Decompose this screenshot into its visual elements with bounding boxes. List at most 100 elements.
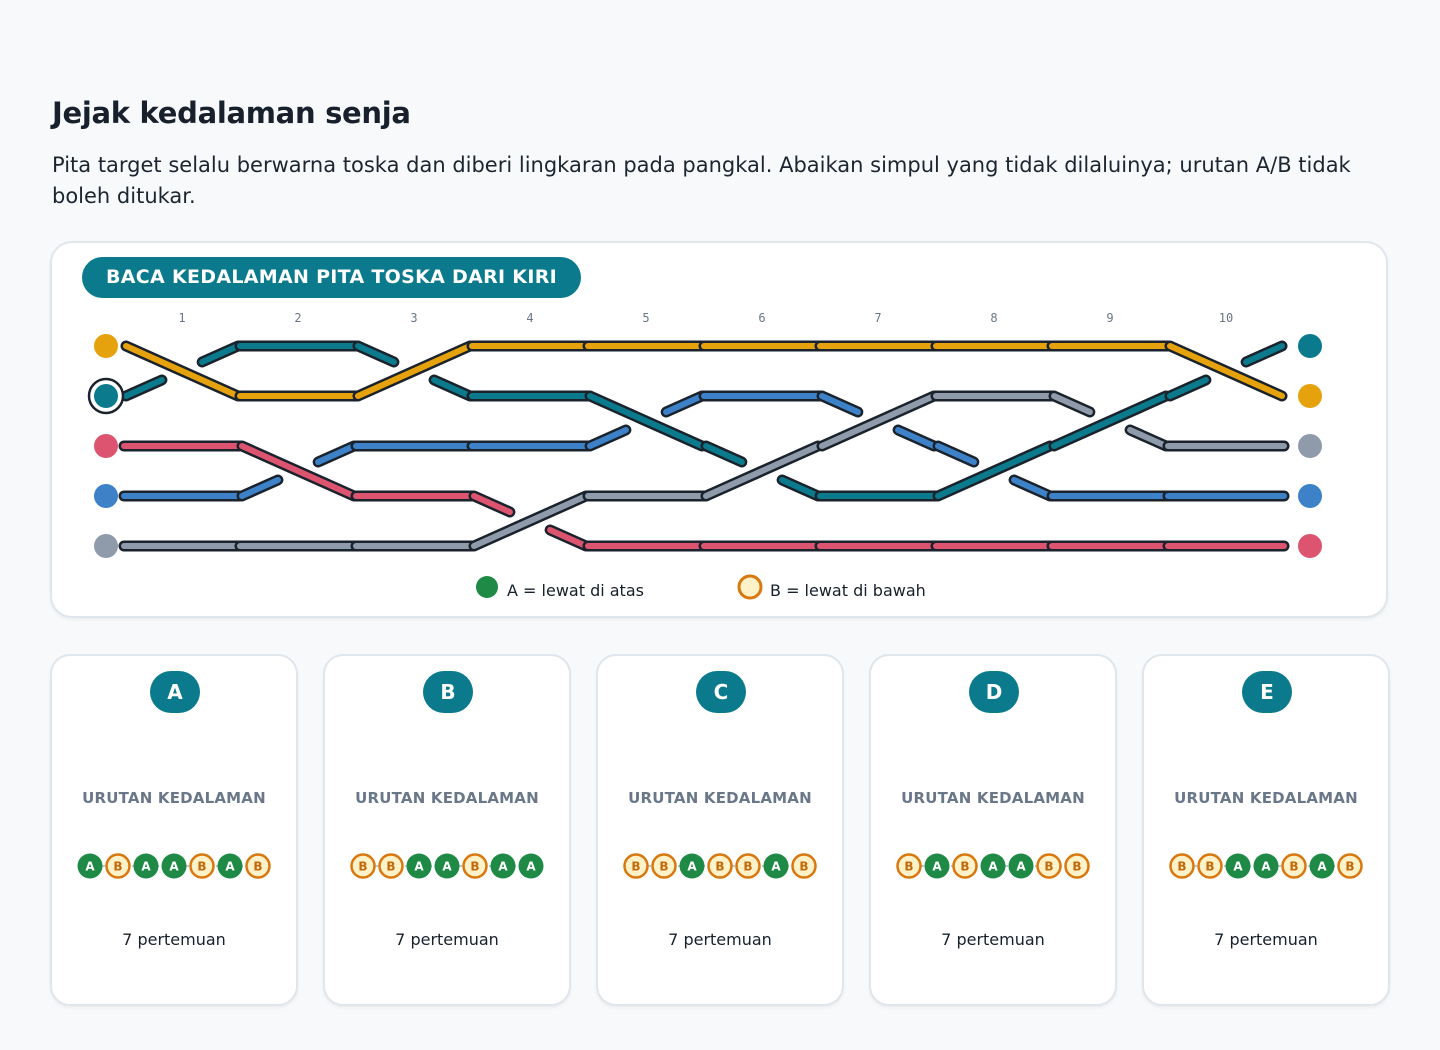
svg-text:B: B (715, 860, 724, 874)
ribbon-segment-pink (471, 493, 513, 516)
ribbon-segment-gray (819, 393, 937, 449)
ribbon-segment-gray (703, 443, 821, 499)
option-card-b[interactable]: B URUTAN KEDALAMAN B B A A B A A 7 pertemuan (323, 654, 571, 1006)
svg-text:B: B (904, 860, 913, 874)
depth-token-over: A (1008, 853, 1034, 879)
option-count: 7 pertemuan (122, 930, 226, 949)
column-label: 8 (990, 311, 997, 325)
option-card-d[interactable]: D URUTAN KEDALAMAN B A B A A B B 7 pertemuan (869, 654, 1117, 1006)
ribbon-end-blue (1298, 484, 1322, 508)
svg-text:A: A (1261, 860, 1271, 874)
ribbon-segment-orange (355, 343, 473, 399)
option-label: URUTAN KEDALAMAN (628, 789, 812, 807)
svg-text:B: B (1044, 860, 1053, 874)
svg-text:A: A (526, 860, 536, 874)
depth-token-under: B (350, 853, 376, 879)
svg-text:B: B (386, 860, 395, 874)
depth-token-over: A (434, 853, 460, 879)
legend-over-dot (476, 576, 498, 598)
option-card-a[interactable]: A URUTAN KEDALAMAN A B A A B A B 7 pertemuan (50, 654, 298, 1006)
option-count: 7 pertemuan (1214, 930, 1318, 949)
ribbon-segment-teal (431, 376, 473, 399)
depth-token-under: B (462, 853, 488, 879)
depth-token-over: A (406, 853, 432, 879)
ribbon-segment-teal (199, 343, 241, 366)
depth-token-under: B (791, 853, 817, 879)
depth-token-under: B (1036, 853, 1062, 879)
column-label: 6 (758, 311, 765, 325)
legend-under-text: B = lewat di bawah (770, 581, 926, 600)
ribbon-segment-pink (239, 443, 357, 499)
svg-text:B: B (799, 860, 808, 874)
depth-token-over: A (1309, 853, 1335, 879)
option-card-c[interactable]: C URUTAN KEDALAMAN B B A B B A B 7 pertemuan (596, 654, 844, 1006)
svg-text:B: B (1177, 860, 1186, 874)
ribbon-end-teal (1298, 334, 1322, 358)
svg-text:A: A (225, 860, 235, 874)
svg-text:B: B (1289, 860, 1298, 874)
ribbon-segment-teal (1051, 393, 1169, 449)
ribbon-segment-blue (895, 426, 937, 449)
depth-token-over: A (980, 853, 1006, 879)
svg-text:B: B (659, 860, 668, 874)
legend-under-dot (737, 574, 763, 600)
ribbon-segment-teal (935, 443, 1053, 499)
column-label: 3 (410, 311, 417, 325)
depth-token-over: A (679, 853, 705, 879)
ribbon-segment-blue (663, 393, 705, 416)
legend-over-text: A = lewat di atas (507, 581, 644, 600)
svg-text:A: A (988, 860, 998, 874)
column-label: 10 (1219, 311, 1233, 325)
depth-token-over: A (924, 853, 950, 879)
column-label: 9 (1106, 311, 1113, 325)
depth-token-under: B (1064, 853, 1090, 879)
svg-text:A: A (85, 860, 95, 874)
ribbon-segment-orange (123, 343, 241, 399)
option-label: URUTAN KEDALAMAN (355, 789, 539, 807)
ribbon-segment-blue (315, 443, 357, 466)
ribbon-start-teal (94, 384, 118, 408)
ribbon-segment-teal (587, 393, 705, 449)
ribbon-segment-teal (1167, 376, 1209, 399)
ribbon-segment-blue (587, 426, 629, 449)
ribbon-segment-teal (703, 443, 745, 466)
option-count: 7 pertemuan (941, 930, 1045, 949)
svg-text:B: B (743, 860, 752, 874)
depth-token-over: A (77, 853, 103, 879)
option-label: URUTAN KEDALAMAN (1174, 789, 1358, 807)
ribbon-segment-gray (471, 493, 589, 549)
svg-text:A: A (687, 860, 697, 874)
ribbon-end-orange (1298, 384, 1322, 408)
depth-token-over: A (1225, 853, 1251, 879)
ribbon-start-blue (94, 484, 118, 508)
option-card-e[interactable]: E URUTAN KEDALAMAN B B A A B A B 7 pertemuan (1142, 654, 1390, 1006)
depth-token-over: A (133, 853, 159, 879)
ribbon-segment-teal (355, 343, 397, 366)
depth-token-under: B (707, 853, 733, 879)
svg-text:B: B (1205, 860, 1214, 874)
ribbon-start-pink (94, 434, 118, 458)
ribbon-start-orange (94, 334, 118, 358)
svg-text:B: B (1072, 860, 1081, 874)
svg-text:A: A (169, 860, 179, 874)
depth-token-over: A (518, 853, 544, 879)
depth-token-under: B (105, 853, 131, 879)
svg-text:B: B (1345, 860, 1354, 874)
ribbon-segment-blue (1011, 476, 1053, 499)
ribbon-segment-teal (1243, 343, 1285, 366)
column-label: 7 (874, 311, 881, 325)
svg-text:A: A (141, 860, 151, 874)
option-letter-badge: B (423, 671, 473, 713)
option-label: URUTAN KEDALAMAN (82, 789, 266, 807)
ribbon-segment-blue (819, 393, 861, 416)
depth-token-under: B (378, 853, 404, 879)
svg-text:A: A (1233, 860, 1243, 874)
svg-text:B: B (253, 860, 262, 874)
depth-token-over: A (161, 853, 187, 879)
ribbon-segment-gray (1051, 393, 1093, 416)
answer-options: A URUTAN KEDALAMAN A B A A B A B 7 pertemuan B URUT… (50, 654, 1390, 1006)
column-label: 5 (642, 311, 649, 325)
